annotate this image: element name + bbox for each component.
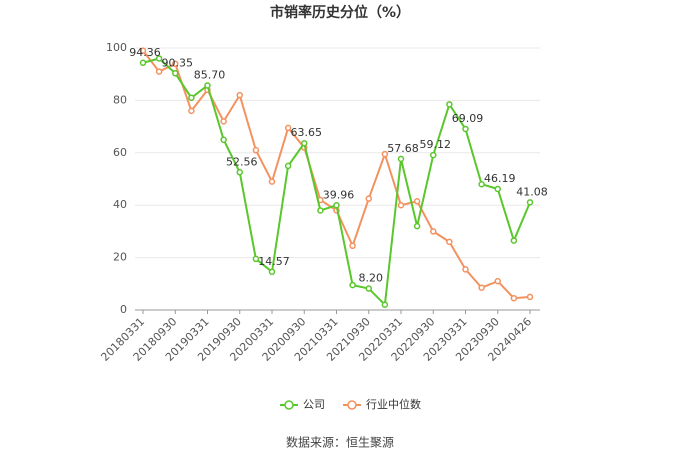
point	[284, 162, 292, 170]
legend-item: 公司	[280, 398, 325, 411]
point	[252, 146, 260, 154]
point	[236, 169, 243, 176]
point	[317, 207, 324, 214]
point	[252, 255, 260, 263]
point	[526, 199, 534, 206]
point	[139, 59, 147, 67]
y-tick-label: 0	[120, 303, 127, 316]
point	[139, 47, 147, 54]
point	[446, 238, 453, 246]
point	[188, 94, 195, 102]
point	[510, 294, 518, 302]
point	[446, 101, 453, 108]
point	[268, 178, 276, 185]
point	[397, 155, 405, 163]
data-label: 8.20	[359, 272, 384, 285]
data-label: 52.56	[226, 155, 258, 168]
legend-marker	[347, 400, 357, 410]
y-tick-label: 80	[113, 93, 127, 106]
point	[397, 201, 405, 209]
point	[155, 55, 163, 62]
point	[381, 150, 389, 158]
series-line	[142, 57, 531, 307]
point	[172, 60, 179, 67]
point	[478, 284, 485, 291]
point	[188, 107, 195, 115]
point	[381, 301, 389, 309]
data-label: 46.19	[484, 172, 516, 185]
point	[462, 125, 469, 133]
data-label: 57.68	[387, 142, 419, 155]
y-tick-label: 60	[113, 146, 127, 159]
point	[494, 185, 501, 193]
point	[204, 82, 211, 89]
data-label: 94.36	[129, 46, 161, 59]
data-label: 14.57	[258, 255, 290, 268]
legend-marker	[284, 400, 294, 410]
point	[365, 285, 372, 292]
point	[430, 151, 437, 159]
point	[413, 222, 421, 230]
point	[236, 91, 243, 99]
data-label: 90.35	[162, 56, 194, 69]
point	[349, 281, 356, 289]
y-tick-label: 100	[106, 41, 127, 54]
point	[478, 180, 485, 188]
data-label: 63.65	[291, 126, 323, 139]
legend-item: 行业中位数	[343, 397, 421, 411]
point	[301, 139, 308, 147]
point	[510, 237, 518, 244]
point	[268, 268, 276, 276]
y-tick-label: 20	[113, 251, 127, 264]
legend-label: 公司	[303, 398, 325, 411]
point	[413, 198, 421, 205]
data-label: 39.96	[323, 188, 355, 201]
point	[462, 266, 469, 273]
point	[284, 124, 292, 132]
point	[494, 277, 501, 285]
point	[430, 228, 437, 235]
point	[333, 202, 340, 209]
point	[155, 68, 163, 75]
point	[220, 136, 227, 143]
data-label: 85.70	[194, 68, 226, 81]
point	[365, 195, 372, 202]
chart-title: 市销率历史分位（%）	[270, 4, 410, 21]
y-tick-label: 40	[113, 198, 127, 211]
series-line	[142, 50, 531, 300]
source-note: 数据来源：恒生聚源	[286, 435, 394, 450]
data-label: 69.09	[452, 112, 484, 125]
legend-label: 行业中位数	[366, 397, 421, 411]
point	[172, 70, 179, 77]
data-label: 59.12	[420, 138, 452, 151]
data-label: 41.08	[516, 185, 548, 198]
point	[349, 242, 356, 250]
point	[526, 293, 534, 301]
point	[220, 118, 227, 125]
